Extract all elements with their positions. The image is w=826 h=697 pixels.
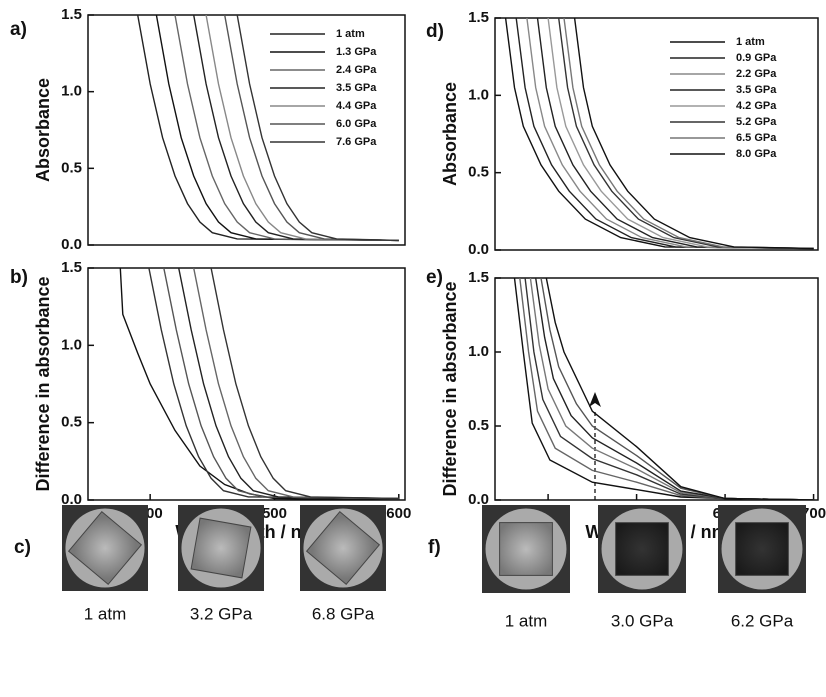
- series-line: [137, 15, 399, 242]
- series-line: [236, 15, 399, 242]
- y-tick-label: 1.5: [468, 269, 489, 286]
- legend-label: 4.4 GPa: [336, 100, 377, 112]
- panel-label: b): [10, 267, 28, 288]
- y-tick-label: 0.0: [468, 491, 489, 508]
- y-axis-label: Absorbance: [33, 78, 53, 182]
- series-line: [174, 15, 399, 242]
- y-tick-label: 0.5: [61, 414, 82, 431]
- y-tick-label: 0.5: [468, 164, 489, 181]
- photo-caption: 3.0 GPa: [611, 611, 674, 630]
- plot-frame: [87, 14, 406, 246]
- legend-label: 2.2 GPa: [736, 68, 777, 80]
- y-tick-label: 1.0: [468, 343, 489, 360]
- photo-caption: 1 atm: [505, 611, 548, 630]
- x-tick-label: 500: [262, 505, 287, 522]
- y-tick-label: 0.0: [468, 241, 489, 258]
- series-line: [205, 15, 399, 242]
- photo-crystal: [305, 510, 381, 586]
- y-tick-label: 1.5: [61, 259, 82, 276]
- legend-label: 3.5 GPa: [336, 82, 377, 94]
- y-tick-label: 0.0: [61, 491, 82, 508]
- legend-label: 6.0 GPa: [336, 118, 377, 130]
- photo-crystal: [67, 510, 143, 586]
- series-line: [193, 15, 399, 242]
- panel-label: e): [426, 267, 443, 288]
- legend-label: 0.9 GPa: [736, 52, 777, 64]
- y-axis-label: Absorbance: [440, 82, 460, 186]
- panel-label: a): [10, 19, 27, 40]
- x-tick-label: 600: [386, 505, 411, 522]
- x-tick-label: 700: [801, 505, 826, 522]
- series-line: [155, 15, 399, 242]
- legend-label: 8.0 GPa: [736, 148, 777, 160]
- y-axis-label: Difference in absorbance: [440, 281, 460, 496]
- legend-label: 4.2 GPa: [736, 100, 777, 112]
- series-line: [210, 268, 399, 500]
- series-line: [224, 15, 399, 242]
- legend-label: 7.6 GPa: [336, 136, 377, 148]
- series-line: [573, 18, 814, 250]
- series-line: [536, 18, 814, 250]
- photo-crystal: [499, 522, 553, 576]
- series-line: [119, 268, 399, 500]
- photo-caption: 3.2 GPa: [190, 604, 253, 623]
- y-tick-label: 1.0: [61, 83, 82, 100]
- y-tick-label: 1.5: [468, 9, 489, 26]
- series-line: [193, 268, 399, 500]
- photo-crystal: [735, 522, 789, 576]
- arrow: [589, 392, 601, 407]
- photo-caption: 6.2 GPa: [731, 611, 794, 630]
- photo-caption: 1 atm: [84, 604, 127, 623]
- series-line: [148, 268, 399, 500]
- series-line: [563, 18, 814, 250]
- plot-frame: [87, 267, 406, 501]
- panel-label: c): [14, 537, 31, 558]
- y-axis-label: Difference in absorbance: [33, 276, 53, 491]
- photo-crystal: [615, 522, 669, 576]
- y-tick-label: 1.0: [468, 86, 489, 103]
- y-tick-label: 1.0: [61, 336, 82, 353]
- series-line: [558, 18, 814, 250]
- panel-label: d): [426, 21, 444, 42]
- series-line: [545, 278, 814, 500]
- y-tick-label: 0.0: [61, 236, 82, 253]
- series-line: [513, 278, 814, 500]
- series-line: [524, 278, 814, 500]
- series-line: [163, 268, 399, 500]
- plot-frame: [494, 277, 819, 501]
- photo-caption: 6.8 GPa: [312, 604, 375, 623]
- legend-label: 1 atm: [736, 36, 765, 48]
- series-line: [535, 278, 814, 500]
- legend-label: 1 atm: [336, 28, 365, 40]
- series-line: [526, 18, 814, 250]
- photo-crystal: [190, 517, 252, 579]
- legend-label: 3.5 GPa: [736, 84, 777, 96]
- series-line: [547, 18, 814, 250]
- series-line: [504, 18, 814, 250]
- legend-label: 5.2 GPa: [736, 116, 777, 128]
- y-tick-label: 0.5: [468, 417, 489, 434]
- panel-label: f): [428, 537, 441, 558]
- legend-label: 1.3 GPa: [336, 46, 377, 58]
- legend-label: 6.5 GPa: [736, 132, 777, 144]
- series-line: [178, 268, 399, 500]
- series-line: [515, 18, 814, 250]
- plot-frame: [494, 17, 819, 251]
- y-tick-label: 1.5: [61, 6, 82, 23]
- series-line: [529, 278, 814, 500]
- y-tick-label: 0.5: [61, 159, 82, 176]
- legend-label: 2.4 GPa: [336, 64, 377, 76]
